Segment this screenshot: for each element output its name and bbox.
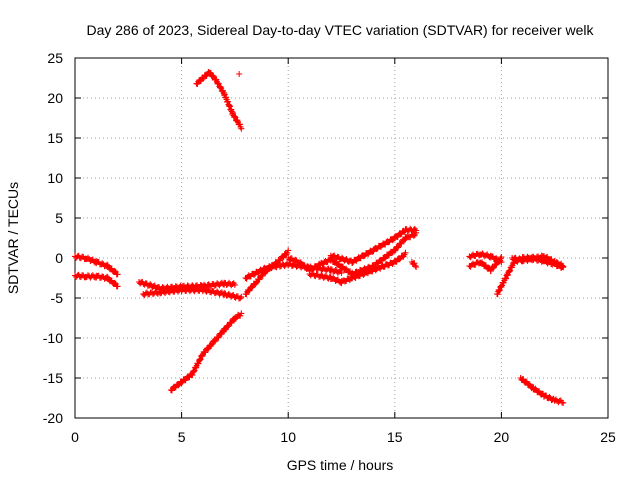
series-band-b-lower	[140, 285, 245, 302]
y-tick-label: 5	[55, 210, 63, 226]
data-segment	[408, 259, 420, 270]
series-band-c	[242, 247, 292, 298]
series-isolated	[236, 71, 243, 77]
series-band-a-upper	[72, 252, 121, 278]
y-tick-label: -15	[43, 370, 63, 386]
x-tick-label: 15	[387, 429, 403, 445]
data-segment	[370, 257, 398, 274]
data-segment	[504, 260, 518, 279]
y-tick-label: 0	[55, 250, 63, 266]
data-point	[236, 71, 243, 77]
data-segment	[178, 285, 206, 295]
data-segment	[274, 247, 292, 266]
data-segment	[517, 375, 537, 392]
data-segment	[370, 246, 398, 270]
tick-labels: 0 5 10 15 20 25 -20 -15 -10 -5 0 5 10 15 20 25	[43, 50, 616, 445]
y-tick-label: -10	[43, 330, 63, 346]
grid-lines	[74, 57, 609, 419]
data-segment	[327, 266, 345, 276]
data-segment	[221, 90, 236, 118]
data-segment	[221, 315, 238, 333]
x-tick-label: 20	[494, 429, 510, 445]
data-segment	[229, 109, 245, 132]
y-tick-label: 15	[47, 130, 63, 146]
y-axis-label: SDTVAR / TECUs	[5, 182, 21, 294]
y-tick-label: -5	[51, 290, 64, 306]
series-band-e-lower	[306, 249, 409, 287]
data-segment	[349, 266, 377, 282]
data-segment	[104, 274, 121, 290]
data-segment	[541, 392, 558, 404]
x-tick-label: 0	[71, 429, 79, 445]
data-segment	[199, 286, 228, 298]
data-segment	[189, 351, 206, 379]
data-segment	[104, 262, 121, 278]
series-band-e	[285, 229, 420, 279]
y-tick-label: 10	[47, 170, 63, 186]
data-segment	[391, 249, 409, 265]
series-band-i	[509, 254, 567, 271]
data-segment	[221, 279, 238, 289]
series-band-h	[466, 254, 505, 275]
series-band-e-upper	[327, 225, 420, 266]
data-segment	[327, 255, 356, 279]
series-band-a-lower	[72, 271, 121, 290]
data-segment	[551, 396, 567, 406]
chart-title: Day 286 of 2023, Sidereal Day-to-day VTE…	[86, 22, 594, 38]
data-segment	[221, 290, 245, 302]
data-segment	[370, 233, 398, 255]
data-segment	[487, 254, 505, 275]
data-segment	[391, 227, 409, 242]
series-band-b	[136, 278, 238, 293]
data-segment	[551, 260, 567, 271]
data-segment	[530, 385, 547, 400]
data-segment	[157, 285, 185, 297]
series-rise-1	[167, 310, 245, 394]
x-axis-label: GPS time / hours	[287, 457, 394, 473]
y-tick-label: 20	[47, 90, 63, 106]
data-points	[72, 69, 567, 406]
data-segment	[263, 260, 292, 272]
y-tick-label: 25	[47, 50, 63, 66]
x-tick-label: 5	[178, 429, 186, 445]
series-top-arc	[193, 69, 245, 132]
data-segment	[231, 310, 245, 322]
data-segment	[242, 264, 270, 282]
data-segment	[136, 278, 164, 293]
x-tick-label: 10	[280, 429, 296, 445]
data-segment	[402, 225, 420, 235]
series-band-f	[408, 259, 420, 270]
y-tick-label: -20	[43, 410, 63, 426]
series-descent	[517, 375, 567, 406]
plot-frame	[74, 57, 609, 419]
data-segment	[327, 252, 356, 266]
data-segment	[402, 229, 420, 243]
data-segment	[242, 278, 260, 298]
x-tick-label: 25	[600, 429, 616, 445]
